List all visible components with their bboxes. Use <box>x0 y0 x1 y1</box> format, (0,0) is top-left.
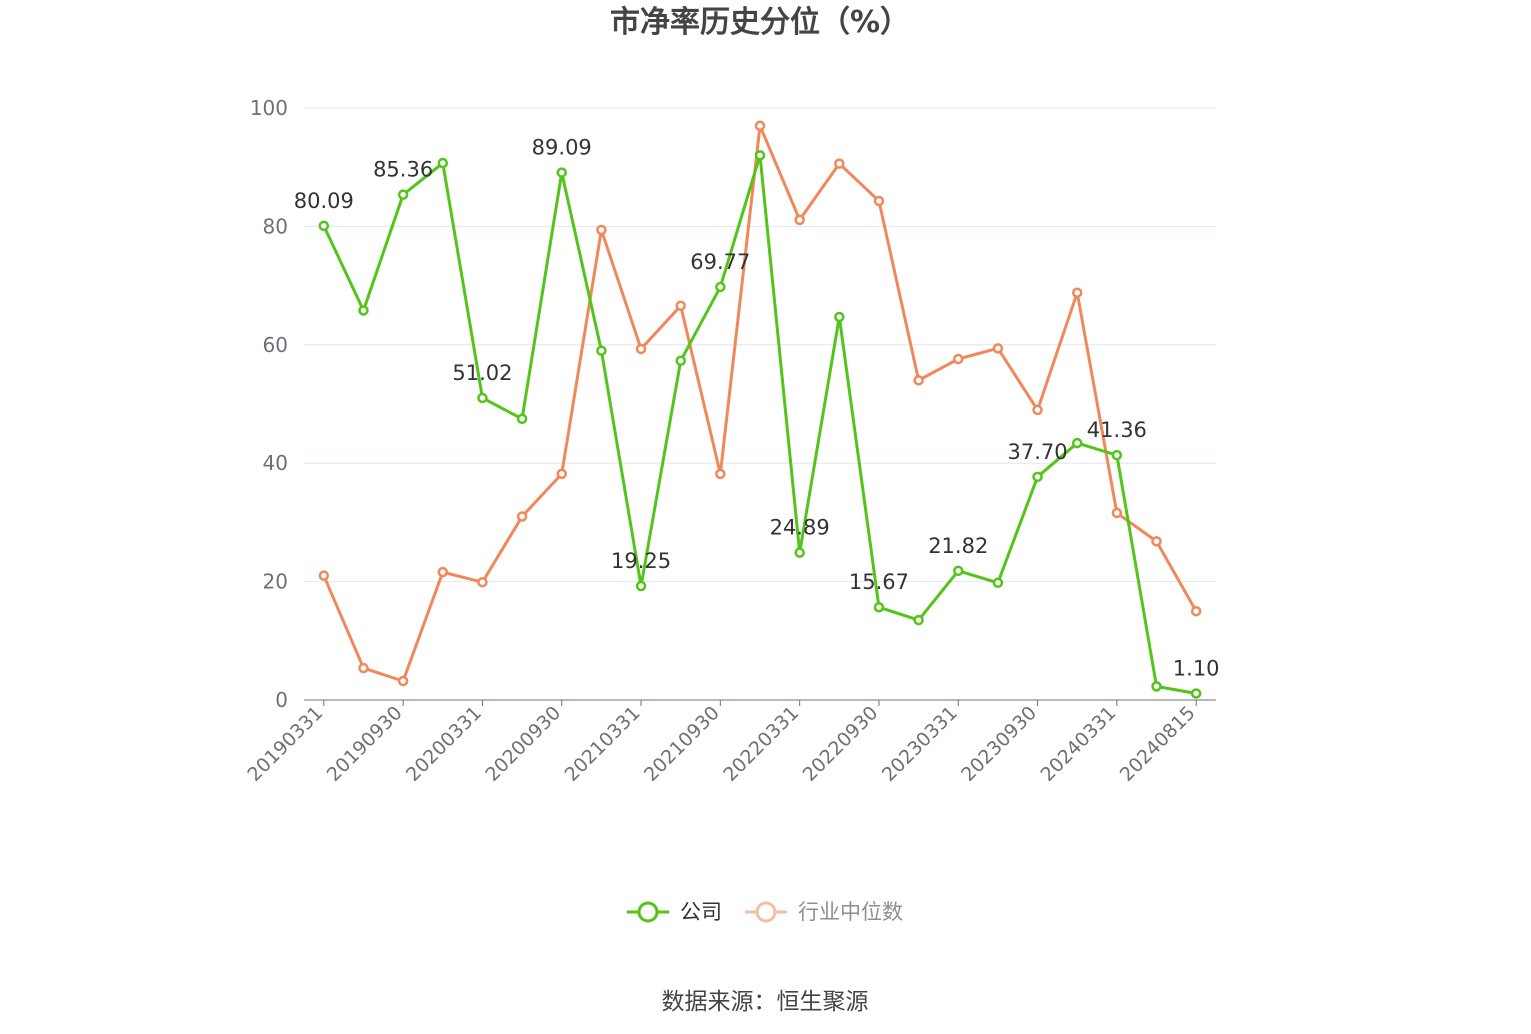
y-tick-label: 40 <box>263 451 288 475</box>
legend-industry-label: 行业中位数 <box>798 900 903 924</box>
data-label: 41.36 <box>1087 418 1147 442</box>
data-point <box>715 281 726 293</box>
x-tick-label: 20200331 <box>402 702 486 786</box>
x-tick-label: 20240331 <box>1036 702 1120 786</box>
data-point <box>834 158 845 169</box>
data-point <box>318 220 330 232</box>
data-point <box>1151 681 1162 692</box>
data-point <box>477 392 488 404</box>
data-point <box>1032 404 1043 416</box>
data-label: 19.25 <box>611 549 671 573</box>
data-label: 89.09 <box>532 136 592 160</box>
data-point <box>596 224 607 236</box>
data-point <box>556 167 567 178</box>
data-point <box>754 150 766 161</box>
data-point <box>516 413 528 425</box>
data-label: 80.09 <box>294 189 354 213</box>
x-tick-label: 20220930 <box>799 702 883 786</box>
data-point <box>635 343 647 355</box>
data-label: 24.89 <box>770 516 830 540</box>
x-tick-label: 20210331 <box>561 702 645 786</box>
legend-item-industry-median[interactable]: 行业中位数 <box>745 900 903 924</box>
y-tick-label: 80 <box>263 214 288 238</box>
data-point <box>953 565 964 577</box>
y-tick-label: 60 <box>263 333 288 357</box>
y-tick-label: 20 <box>263 570 288 594</box>
data-point <box>635 580 647 592</box>
data-point <box>992 577 1004 589</box>
data-label: 69.77 <box>690 250 750 274</box>
gridlines <box>304 107 1216 583</box>
data-point <box>913 375 924 386</box>
data-point <box>437 566 449 578</box>
x-tick-label: 20230930 <box>957 702 1041 786</box>
data-point <box>794 547 805 558</box>
data-point <box>596 345 607 356</box>
data-point <box>675 300 686 311</box>
data-label: 21.82 <box>928 534 988 558</box>
x-tick-label: 20240815 <box>1116 702 1200 786</box>
data-point <box>1111 507 1123 519</box>
data-label: 85.36 <box>373 158 433 182</box>
legend-item-company[interactable]: 公司 <box>627 900 722 924</box>
data-label: 37.70 <box>1008 440 1068 464</box>
data-point <box>953 353 964 365</box>
data-point <box>358 305 369 316</box>
series-line <box>322 124 1198 683</box>
x-tick-label: 20230331 <box>878 702 962 786</box>
data-point <box>715 468 726 480</box>
data-point <box>794 214 805 226</box>
chart-title: 市净率历史分位（%） <box>610 5 910 40</box>
x-tick-label: 20220331 <box>719 702 803 786</box>
data-labels: 80.09 85.36 51.02 89.09 19.25 69.77 24.89 15.67… <box>294 136 1220 681</box>
legend[interactable]: 公司 行业中位数 <box>627 900 903 924</box>
y-axis: 0 20 40 60 80 100 <box>250 96 288 712</box>
data-point <box>397 675 409 687</box>
data-label: 1.10 <box>1173 656 1220 680</box>
x-axis: 2019033120190930202003312020093020210331… <box>243 699 1216 786</box>
series-line <box>322 153 1197 695</box>
x-tick-label: 20210930 <box>640 702 724 786</box>
y-tick-label: 0 <box>275 688 288 712</box>
data-point <box>477 576 488 588</box>
data-point <box>397 189 409 200</box>
data-point <box>873 195 885 207</box>
data-point <box>992 343 1004 354</box>
data-point <box>873 601 885 613</box>
legend-company-marker <box>637 901 659 923</box>
data-label: 51.02 <box>452 361 512 385</box>
x-tick-label: 20200930 <box>481 702 565 786</box>
data-point <box>556 468 567 480</box>
legend-company-label: 公司 <box>680 900 722 924</box>
data-label: 15.67 <box>849 570 909 594</box>
y-tick-label: 100 <box>250 96 288 120</box>
data-point <box>318 570 330 581</box>
data-point <box>834 311 845 323</box>
data-point <box>1071 287 1083 298</box>
x-tick-label: 20190930 <box>323 702 407 786</box>
data-point <box>1111 449 1123 461</box>
data-source: 数据来源：恒生聚源 <box>662 989 869 1015</box>
legend-industry-marker <box>755 901 777 923</box>
data-point <box>1190 605 1202 617</box>
series-layer <box>318 120 1202 699</box>
data-point <box>754 120 766 132</box>
data-point <box>1032 471 1043 483</box>
data-point <box>1071 437 1083 449</box>
data-point <box>516 511 528 522</box>
data-point <box>358 662 369 674</box>
data-point <box>1151 536 1162 547</box>
data-point <box>675 355 686 367</box>
x-tick-label: 20190331 <box>243 702 327 786</box>
data-point <box>1190 688 1202 699</box>
data-point <box>913 614 924 626</box>
data-point <box>437 157 449 169</box>
